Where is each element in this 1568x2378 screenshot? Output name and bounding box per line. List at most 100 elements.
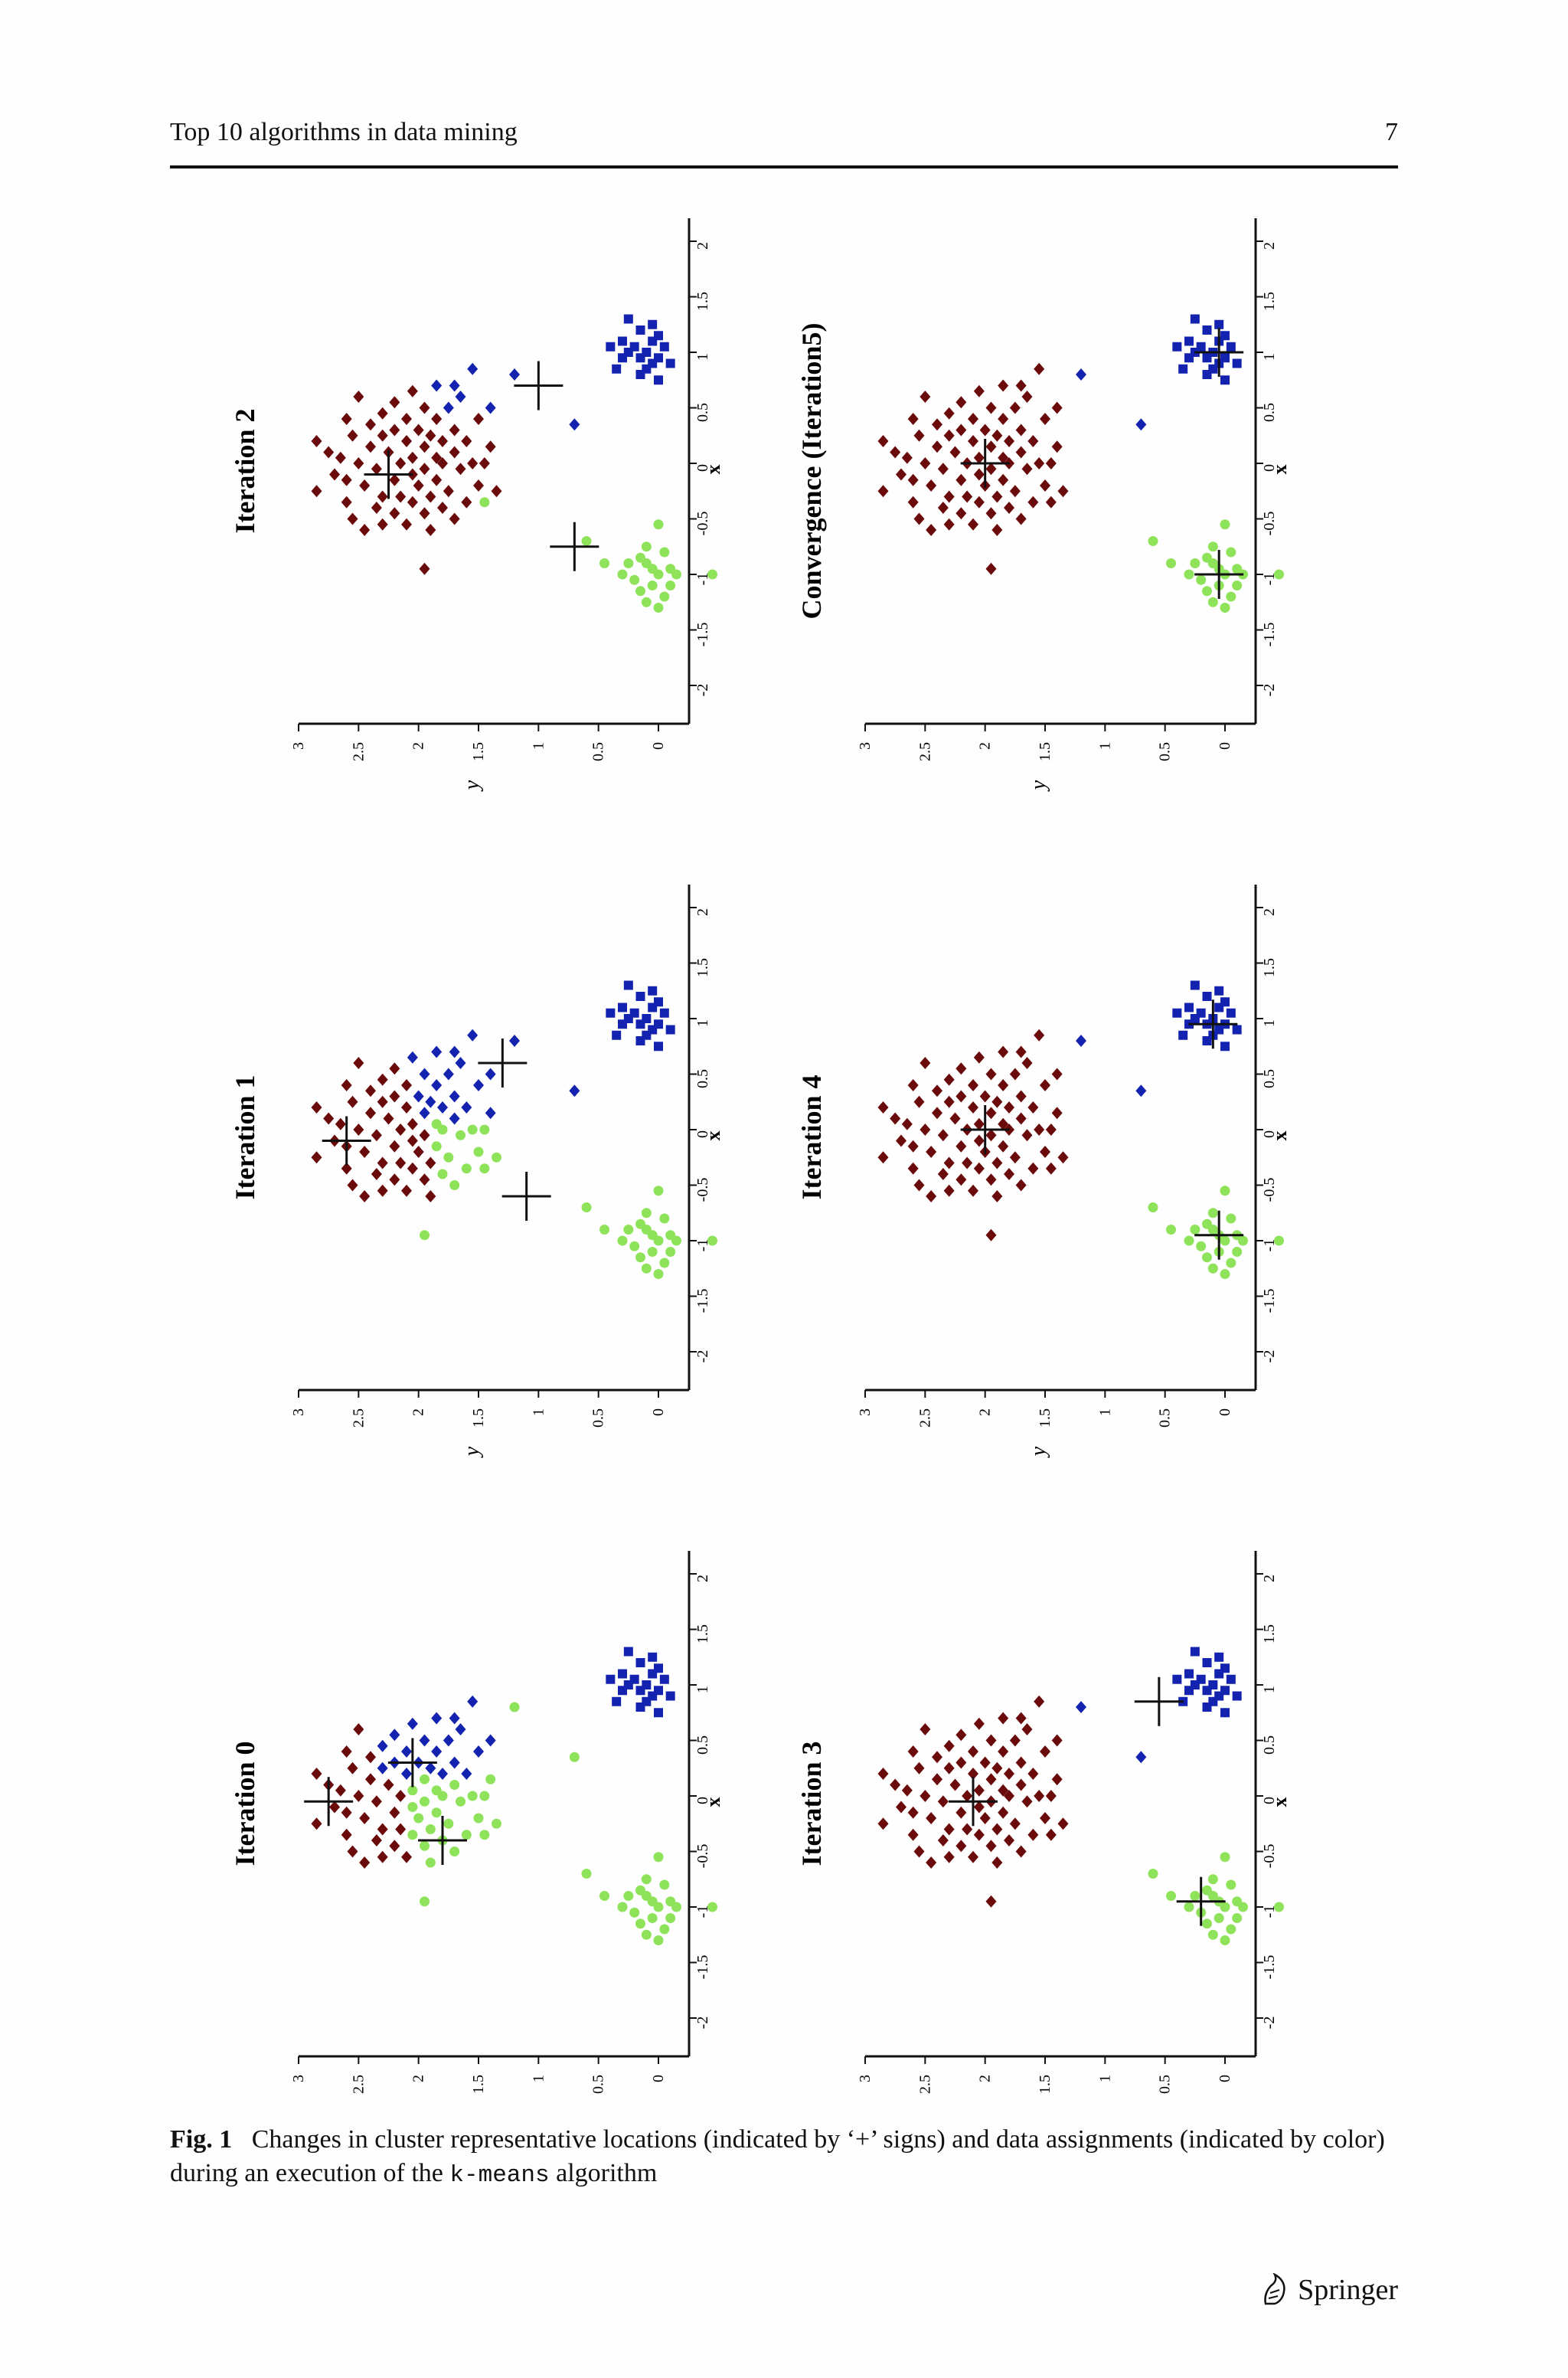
data-point bbox=[991, 490, 1003, 503]
data-point bbox=[612, 364, 622, 374]
y-tick-label: 1 bbox=[530, 742, 547, 750]
caption-text-end: algorithm bbox=[549, 2159, 658, 2187]
data-point bbox=[377, 1156, 388, 1169]
data-point bbox=[991, 1156, 1003, 1169]
data-point bbox=[455, 463, 466, 476]
data-point bbox=[1220, 603, 1230, 613]
x-axis-label: x bbox=[1269, 1797, 1291, 1807]
data-point bbox=[449, 1180, 460, 1190]
data-point bbox=[401, 1184, 412, 1197]
data-point bbox=[509, 1702, 520, 1712]
data-point bbox=[635, 1019, 645, 1029]
panel-title: Convergence (Iteration5) bbox=[796, 323, 827, 620]
data-point bbox=[877, 485, 889, 498]
x-tick-label: 0 bbox=[694, 1130, 711, 1138]
data-point bbox=[491, 485, 502, 498]
data-point bbox=[420, 1896, 430, 1907]
data-point bbox=[1166, 1891, 1176, 1901]
data-point bbox=[1196, 1241, 1207, 1251]
data-point bbox=[443, 485, 454, 498]
data-point bbox=[371, 1795, 382, 1808]
data-point bbox=[635, 325, 645, 335]
data-point bbox=[623, 1225, 634, 1235]
data-point bbox=[1004, 1790, 1014, 1802]
data-point bbox=[456, 1130, 466, 1140]
data-point bbox=[341, 496, 352, 509]
data-point bbox=[1040, 413, 1050, 425]
data-point bbox=[956, 1062, 967, 1075]
scatter-panel: 0 0.5 1 1.5 2 2.5 3 -2 -1.5 -1 -0.5 0 0.5 1 1.5 2 x y Conv… bbox=[796, 218, 1291, 792]
data-point bbox=[389, 1840, 400, 1853]
data-point bbox=[335, 1117, 346, 1130]
data-point bbox=[1214, 319, 1224, 329]
y-tick-label: 3 bbox=[857, 2075, 874, 2082]
data-point bbox=[401, 1101, 412, 1114]
y-tick-label: 2 bbox=[410, 742, 427, 750]
data-point bbox=[443, 1818, 454, 1829]
data-point bbox=[968, 1745, 978, 1758]
data-point bbox=[473, 1813, 484, 1824]
x-tick-label: 0.5 bbox=[694, 1069, 711, 1088]
data-point bbox=[1207, 1929, 1218, 1940]
data-point bbox=[907, 1828, 919, 1841]
data-point bbox=[1220, 375, 1230, 385]
data-point bbox=[479, 1791, 490, 1801]
data-point bbox=[1226, 1674, 1236, 1684]
data-point bbox=[443, 1068, 454, 1081]
data-point bbox=[635, 992, 645, 1001]
data-point bbox=[1172, 1008, 1182, 1018]
data-point bbox=[599, 558, 609, 568]
data-point bbox=[659, 591, 670, 602]
y-tick-label: 0.5 bbox=[590, 742, 607, 761]
data-point bbox=[707, 1235, 717, 1246]
x-axis-label: x bbox=[1269, 1131, 1291, 1141]
data-point bbox=[617, 569, 628, 580]
data-point bbox=[569, 1752, 580, 1762]
data-point bbox=[1220, 1708, 1230, 1718]
data-point bbox=[973, 1784, 985, 1797]
data-point bbox=[437, 435, 448, 447]
data-point bbox=[473, 1079, 484, 1091]
data-point bbox=[998, 1140, 1009, 1153]
data-point bbox=[635, 1252, 645, 1263]
data-point bbox=[956, 1729, 967, 1742]
data-point bbox=[467, 1791, 478, 1801]
data-point bbox=[943, 518, 955, 531]
data-point bbox=[907, 1745, 919, 1758]
data-point bbox=[1021, 1723, 1033, 1735]
scatter-panel: 0 0.5 1 1.5 2 2.5 3 -2 -1.5 -1 -0.5 0 0.5 1 1.5 2 x y Iter… bbox=[230, 885, 724, 1458]
x-tick-label: 1.5 bbox=[1261, 292, 1278, 311]
kmeans-figure: 0 0.5 1 1.5 2 2.5 3 -2 -1.5 -1 -0.5 0 0.5 1 1.5 2 x y Iter… bbox=[230, 218, 1291, 2094]
data-point bbox=[1004, 1834, 1014, 1846]
data-point bbox=[1238, 1902, 1248, 1912]
data-point bbox=[1004, 1101, 1014, 1114]
data-point bbox=[335, 451, 346, 464]
data-point bbox=[671, 569, 681, 580]
data-point bbox=[425, 524, 436, 536]
data-point bbox=[1190, 314, 1200, 324]
data-point bbox=[653, 519, 664, 530]
data-point bbox=[581, 536, 592, 546]
y-tick-label: 0 bbox=[1217, 742, 1233, 750]
data-point bbox=[1051, 440, 1063, 453]
y-tick-label: 1.5 bbox=[1037, 742, 1054, 761]
data-point bbox=[1207, 1208, 1218, 1218]
data-point bbox=[1034, 1029, 1045, 1042]
x-tick-label: 2 bbox=[694, 242, 711, 250]
data-point bbox=[389, 1173, 400, 1186]
data-point bbox=[431, 1807, 442, 1818]
data-point bbox=[998, 451, 1009, 464]
data-point bbox=[1184, 336, 1194, 346]
data-point bbox=[425, 429, 436, 442]
data-point bbox=[1034, 362, 1045, 375]
data-point bbox=[653, 1935, 664, 1945]
data-point bbox=[926, 1856, 937, 1869]
data-point bbox=[389, 1806, 400, 1819]
data-point bbox=[877, 1151, 889, 1164]
data-point bbox=[1057, 1817, 1069, 1830]
data-point bbox=[606, 1008, 616, 1018]
data-point bbox=[1232, 1913, 1243, 1923]
x-tick-label: -2 bbox=[694, 684, 711, 697]
data-point bbox=[492, 1152, 501, 1163]
y-tick-label: 2.5 bbox=[916, 742, 933, 761]
